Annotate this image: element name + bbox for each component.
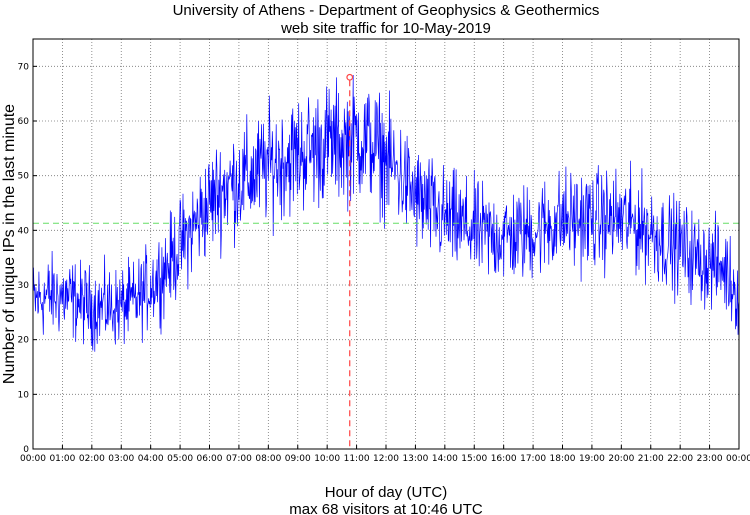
x-tick-label: 22:00 [667, 454, 693, 464]
x-axis-label: Hour of day (UTC) [325, 484, 448, 501]
y-tick-label: 10 [18, 390, 30, 400]
x-tick-label: 05:00 [167, 454, 193, 464]
x-tick-label: 23:00 [697, 454, 723, 464]
plot-area [32, 73, 740, 449]
x-tick-label: 10:00 [314, 454, 340, 464]
x-tick-label: 16:00 [491, 454, 517, 464]
x-tick-label: 18:00 [550, 454, 576, 464]
max-point-marker [346, 73, 354, 81]
y-tick-label: 30 [18, 281, 30, 291]
y-tick-label: 20 [18, 336, 30, 346]
y-axis-label: Number of unique IPs in the last minute [1, 104, 18, 384]
x-tick-label: 12:00 [373, 454, 399, 464]
x-tick-label: 15:00 [461, 454, 487, 464]
plot-frame [32, 38, 740, 450]
y-tick-label: 0 [23, 445, 29, 455]
y-tick-label: 60 [18, 117, 30, 127]
x-tick-label: 11:00 [344, 454, 370, 464]
y-tick-label: 40 [18, 226, 30, 236]
tick-labels: 00:00 01:00 02:00 03:00 04:00 05:00 06:00 07:00… [18, 62, 750, 464]
x-tick-label: 09:00 [285, 454, 311, 464]
x-tick-label: 17:00 [520, 454, 546, 464]
x-tick-label: 00:00 [20, 454, 46, 464]
max-caption: max 68 visitors at 10:46 UTC [289, 501, 483, 515]
traffic-series-line [32, 74, 740, 352]
x-tick-label: 08:00 [255, 454, 281, 464]
x-tick-label: 21:00 [638, 454, 664, 464]
x-tick-label: 03:00 [108, 454, 134, 464]
x-tick-label: 04:00 [138, 454, 164, 464]
x-tick-label: 20:00 [608, 454, 634, 464]
chart-subtitle: web site traffic for 10-May-2019 [280, 20, 491, 37]
x-tick-label: 00:00 [726, 454, 750, 464]
x-tick-label: 01:00 [49, 454, 75, 464]
y-tick-label: 70 [18, 62, 30, 72]
x-tick-label: 06:00 [197, 454, 223, 464]
x-tick-label: 07:00 [226, 454, 252, 464]
y-tick-label: 50 [18, 172, 30, 182]
x-tick-label: 14:00 [432, 454, 458, 464]
chart-title: University of Athens - Department of Geo… [173, 2, 600, 19]
x-tick-label: 13:00 [402, 454, 428, 464]
x-tick-label: 19:00 [579, 454, 605, 464]
grid [32, 39, 740, 450]
x-tick-label: 02:00 [79, 454, 105, 464]
